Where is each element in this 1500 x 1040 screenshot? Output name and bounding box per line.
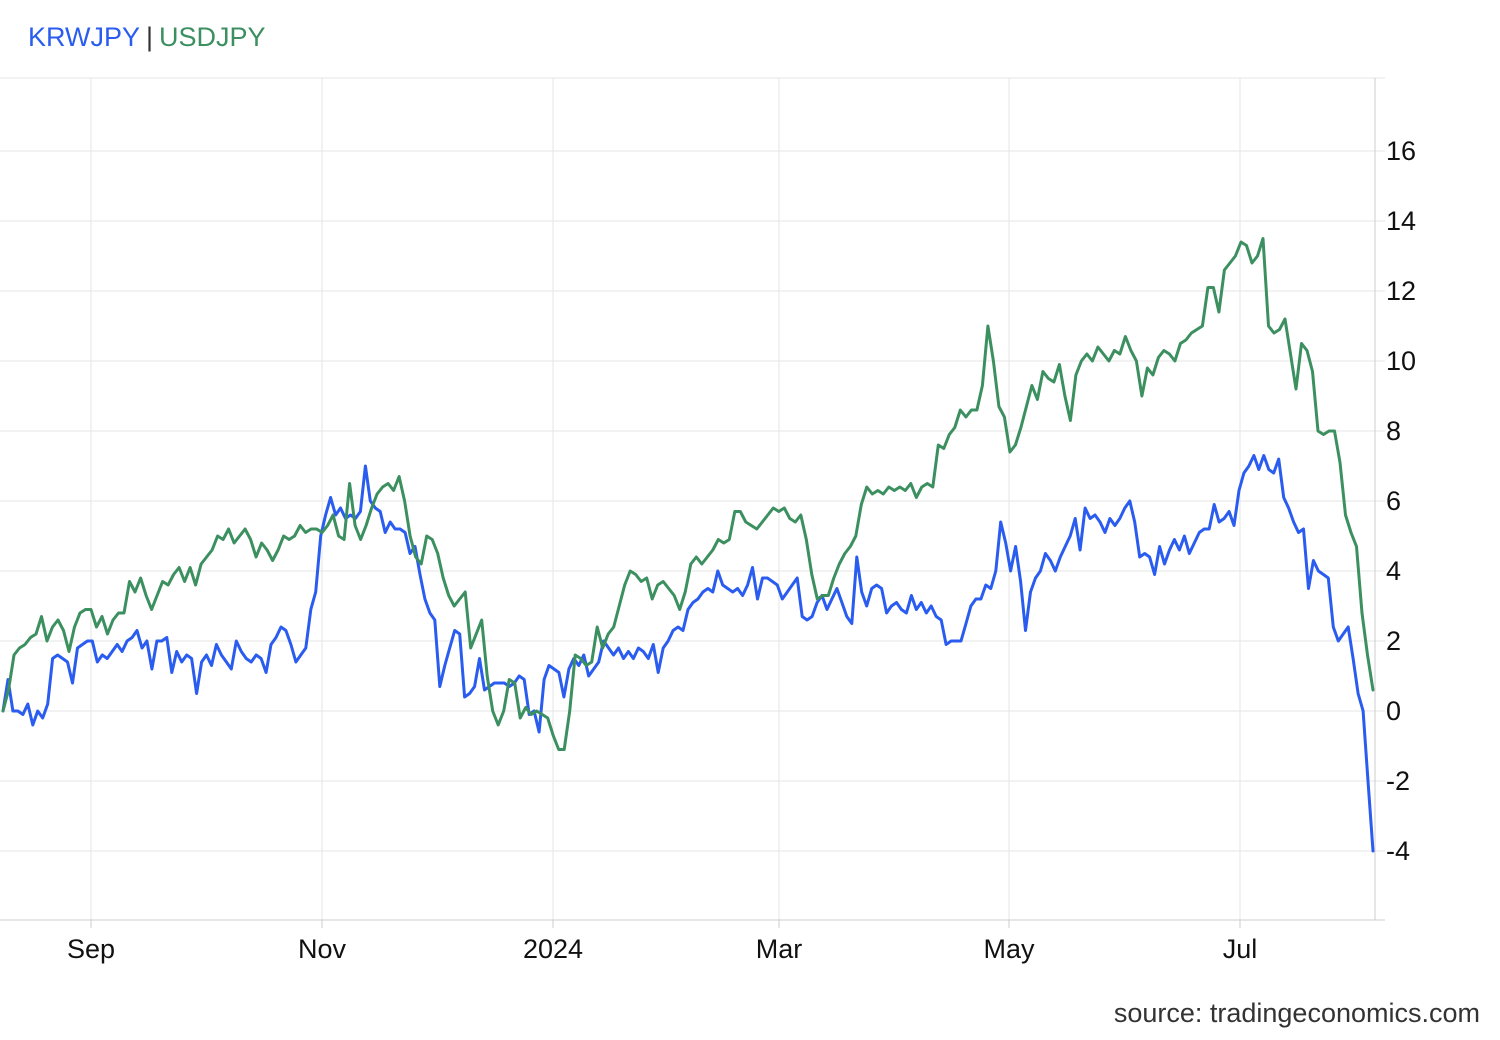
y-tick-label: -2 [1386,766,1410,796]
y-tick-label: 14 [1386,206,1416,236]
series-line-krwjpy[interactable] [1,454,1375,853]
series-line-usdjpy[interactable] [1,237,1375,751]
x-tick-label: May [983,934,1035,964]
x-tick-label: 2024 [523,934,583,964]
x-tick-label: Mar [756,934,803,964]
legend: KRWJPY | USDJPY [28,22,266,53]
x-tick-label: Nov [298,934,347,964]
y-tick-label: -4 [1386,836,1410,866]
horizontal-gridlines [0,77,1385,852]
y-tick-label: 0 [1386,696,1401,726]
series-lines [1,237,1375,853]
y-tick-label: 12 [1386,276,1416,306]
y-tick-label: 6 [1386,486,1401,516]
y-tick-label: 4 [1386,556,1401,586]
y-axis-ticks: -4 -2 0 2 4 6 8 10 12 14 16 [1386,136,1416,866]
y-tick-label: 8 [1386,416,1401,446]
legend-usdjpy[interactable]: USDJPY [159,22,266,52]
legend-krwjpy[interactable]: KRWJPY [28,22,141,52]
source-credit: source: tradingeconomics.com [1113,998,1480,1028]
y-tick-label: 2 [1386,626,1401,656]
vertical-gridlines [90,78,1241,920]
y-tick-label: 10 [1386,346,1416,376]
x-tick-label: Jul [1223,934,1258,964]
legend-separator: | [146,22,154,52]
x-tick-label: Sep [67,934,115,964]
x-axis-ticks: Sep Nov 2024 Mar May Jul [67,920,1257,964]
y-tick-label: 16 [1386,136,1416,166]
